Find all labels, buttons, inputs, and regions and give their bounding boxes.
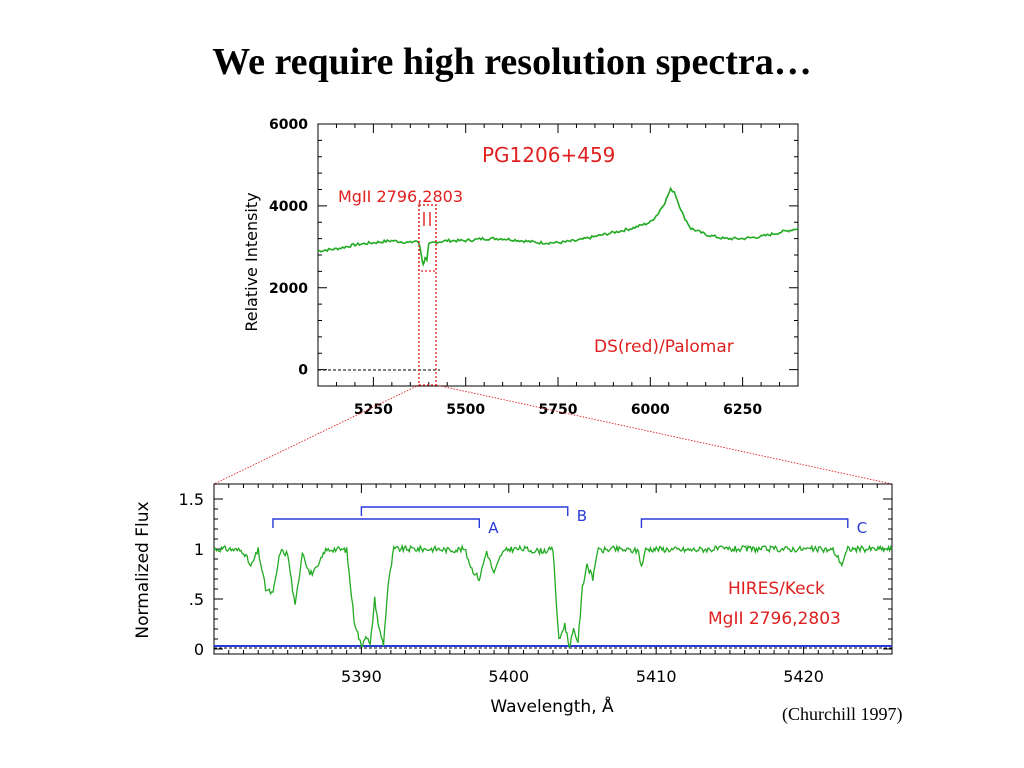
top-x-tick-label: 6250 — [723, 402, 762, 418]
slide-title: We require high resolution spectra… — [212, 41, 812, 83]
bottom-y-tick-label: 1.5 — [179, 490, 204, 509]
bottom-y-tick-label: 0 — [194, 640, 204, 659]
bottom-y-ticks: 0 .5 1 1.5 — [179, 490, 892, 659]
top-y-axis-label: Relative Intensity — [242, 192, 261, 331]
top-spectrum-panel: 0 2000 4000 6000 5250 5500 5750 6000 6250 PG120… — [242, 117, 799, 418]
citation: (Churchill 1997) — [782, 704, 903, 724]
bottom-y-tick-label: 1 — [194, 540, 204, 559]
zoom-connector-right — [435, 384, 893, 485]
bottom-spectrum-panel: 0.511.5 5390 5400 5410 5420 ABC HIRES/Keck … — [133, 483, 893, 717]
system-brackets: A B C — [272, 506, 867, 537]
top-y-tick-label: 4000 — [269, 199, 308, 215]
bottom-x-tick-label: 5390 — [341, 667, 382, 686]
top-y-tick-label: 0 — [298, 363, 308, 379]
top-y-tick-label: 2000 — [269, 281, 308, 297]
system-bracket-a — [272, 518, 481, 528]
bottom-spectrum-line — [213, 543, 893, 649]
top-spectrum-line — [317, 186, 799, 267]
top-x-tick-label: 5500 — [446, 402, 485, 418]
top-x-tick-label: 5750 — [539, 402, 578, 418]
bottom-x-tick-label: 5400 — [488, 667, 529, 686]
zoom-box-tall — [418, 204, 437, 386]
system-label-c: C — [857, 519, 867, 537]
top-object-label: PG1206+459 — [482, 143, 615, 167]
top-instrument-label: DS(red)/Palomar — [594, 337, 734, 357]
bottom-y-tick-label: .5 — [189, 590, 204, 609]
system-label-a: A — [488, 519, 499, 537]
bottom-x-axis-label: Wavelength, Å — [490, 695, 614, 717]
system-bracket-c — [640, 518, 849, 528]
bottom-instrument-label: HIRES/Keck — [728, 579, 825, 599]
system-label-b: B — [577, 507, 587, 525]
top-x-tick-label: 6000 — [631, 402, 670, 418]
bottom-x-tick-label: 5410 — [636, 667, 677, 686]
bottom-line-id-label: MgII 2796,2803 — [708, 609, 841, 629]
top-y-tick-label: 6000 — [269, 117, 308, 133]
top-x-tick-label: 5250 — [354, 402, 393, 418]
bottom-x-tick-label: 5420 — [783, 667, 824, 686]
top-x-ticks: 5250 5500 5750 6000 6250 — [335, 124, 781, 418]
top-line-id-label: MgII 2796,2803 — [338, 187, 463, 206]
bottom-y-axis-label: Normalized Flux — [133, 501, 153, 638]
top-y-ticks: 0 2000 4000 6000 — [269, 117, 798, 379]
system-bracket-b — [360, 506, 569, 516]
bottom-x-ticks: 5390 5400 5410 5420 — [228, 484, 878, 686]
zoom-connector-left — [213, 384, 420, 485]
